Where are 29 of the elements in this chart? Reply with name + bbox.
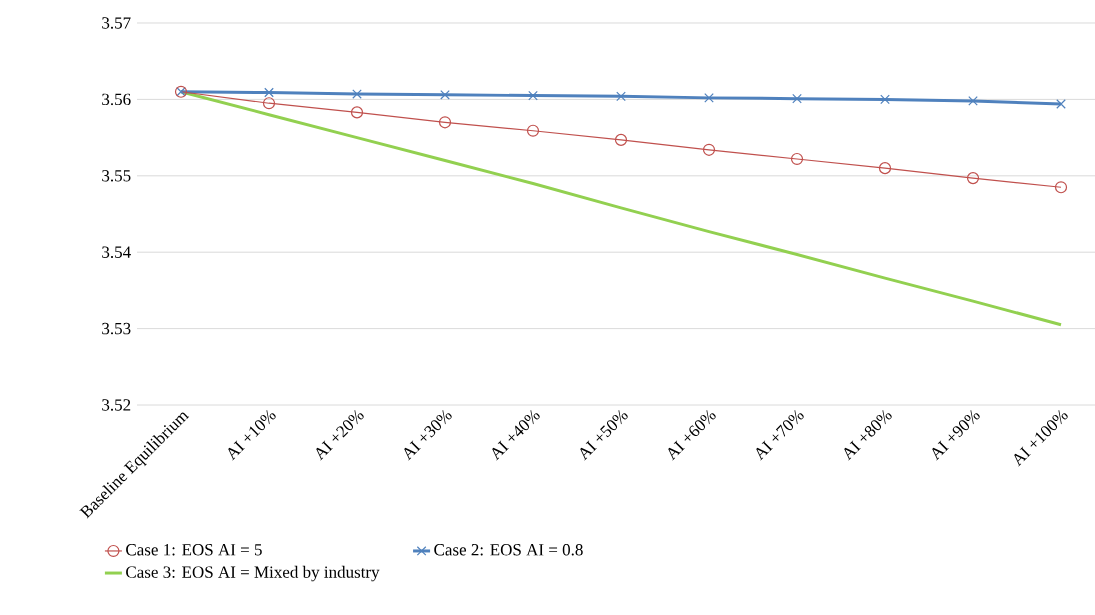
- point: [880, 94, 890, 105]
- y-tick-label: 3.52: [102, 399, 131, 411]
- point: [352, 89, 362, 99]
- legend-label: Case 2: EOS AI = 0.8: [434, 544, 583, 556]
- point: [440, 89, 450, 100]
- point: [702, 143, 716, 156]
- point: [350, 106, 364, 119]
- point: [262, 97, 276, 110]
- point: [878, 162, 892, 175]
- y-tick-label: 3.54: [102, 246, 131, 258]
- point: [616, 91, 626, 102]
- point: [1056, 99, 1066, 109]
- point: [528, 90, 538, 101]
- legend-label: Case 1: EOS AI = 5: [126, 544, 262, 556]
- y-tick-label: 3.57: [102, 17, 131, 29]
- point: [1054, 181, 1068, 194]
- point: [790, 152, 804, 166]
- point: [526, 124, 540, 137]
- point: [968, 96, 978, 106]
- y-tick-label: 3.55: [102, 170, 131, 182]
- point: [966, 172, 980, 185]
- point: [614, 133, 628, 146]
- point: [704, 93, 714, 103]
- point: [792, 93, 802, 104]
- y-tick-label: 3.56: [102, 93, 131, 106]
- point: [264, 87, 274, 98]
- legend-label: Case 3: EOS AI = Mixed by industry: [126, 565, 380, 582]
- point: [438, 116, 452, 129]
- y-tick-label: 3.53: [102, 322, 131, 335]
